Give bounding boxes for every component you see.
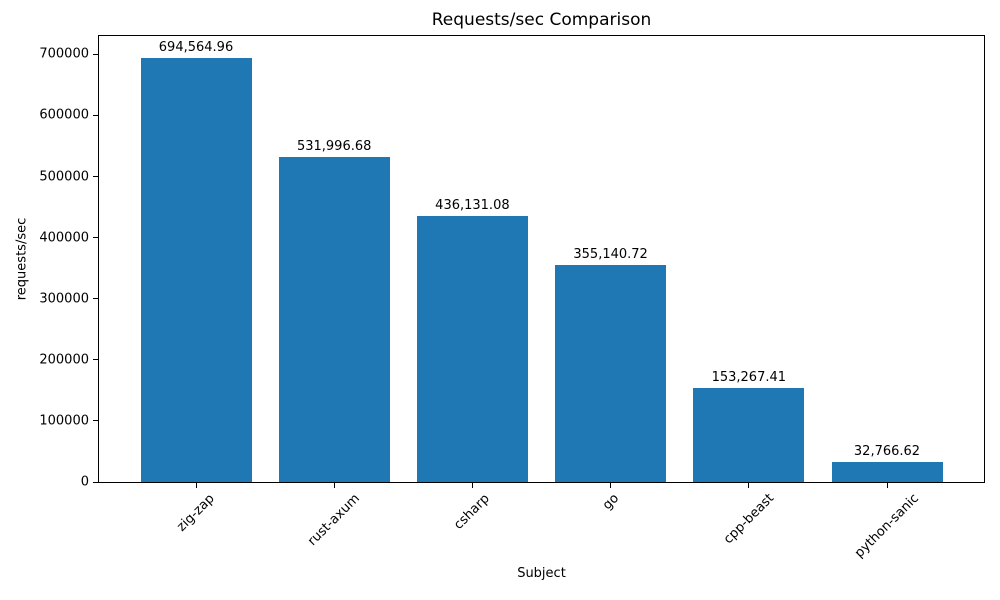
x-tick-mark — [333, 483, 335, 488]
x-tick-mark — [886, 483, 888, 488]
bar-go — [555, 265, 667, 482]
y-tick-label: 100000 — [39, 413, 89, 429]
chart-title: Requests/sec Comparison — [431, 10, 652, 30]
bar-value-label: 32,766.62 — [853, 443, 921, 459]
x-tick-label: cpp-beast — [720, 490, 777, 548]
x-tick-mark — [748, 483, 750, 488]
x-tick-mark — [471, 483, 473, 488]
y-tick-mark — [93, 237, 98, 239]
bar-cpp-beast — [693, 388, 805, 482]
x-tick-label: zig-zap — [174, 490, 218, 535]
y-tick-mark — [93, 53, 98, 55]
y-tick-label: 300000 — [39, 291, 89, 307]
bar-rust-axum — [278, 156, 390, 482]
x-tick-label: rust-axum — [305, 491, 364, 549]
bar-python-sanic — [831, 461, 943, 482]
x-tick-label: csharp — [451, 491, 494, 533]
bar-value-label: 531,996.68 — [296, 138, 372, 154]
y-axis-label: requests/sec — [14, 217, 30, 301]
plot-area: 0 100000 200000 300000 400000 500000 600000 700… — [39, 35, 985, 561]
y-tick-label: 500000 — [39, 169, 89, 185]
y-tick-label: 600000 — [39, 107, 89, 123]
bar-value-label: 355,140.72 — [573, 247, 648, 263]
y-tick-label: 0 — [80, 474, 89, 490]
y-tick-mark — [93, 420, 98, 422]
y-tick-mark — [93, 298, 98, 300]
bar-csharp — [416, 215, 528, 482]
bar-value-label: 694,564.96 — [158, 39, 234, 55]
x-tick-mark — [610, 483, 612, 488]
y-tick-label: 700000 — [39, 46, 89, 62]
x-tick-label: go — [599, 490, 622, 513]
x-tick-mark — [195, 483, 197, 488]
bar-value-label: 436,131.08 — [435, 197, 510, 213]
bar-zig-zap — [140, 57, 252, 482]
y-tick-label: 200000 — [39, 352, 89, 368]
x-axis-label: Subject — [517, 566, 566, 581]
x-tick-label: python-sanic — [852, 491, 922, 561]
y-tick-mark — [93, 114, 98, 116]
y-tick-label: 400000 — [39, 230, 89, 246]
bar-value-label: 153,267.41 — [711, 370, 787, 386]
y-tick-mark — [93, 359, 98, 361]
y-tick-mark — [93, 481, 98, 483]
y-tick-mark — [93, 176, 98, 178]
